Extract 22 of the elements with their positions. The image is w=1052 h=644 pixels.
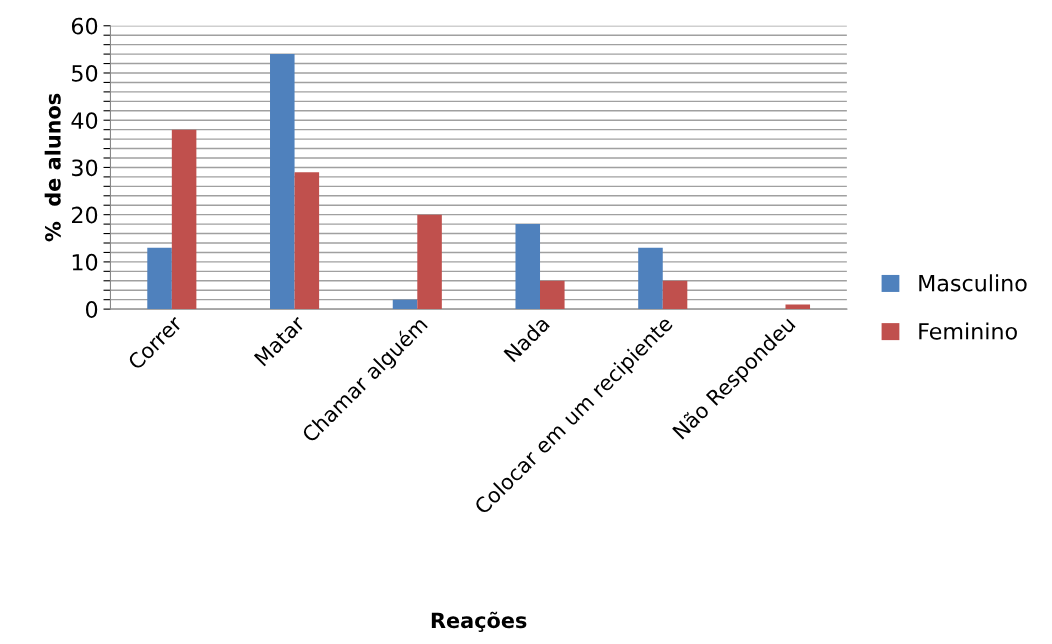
bar [515, 224, 541, 310]
legend-label: Masculino [919, 274, 1027, 292]
bar [294, 172, 320, 310]
legend-label: Feminino [919, 322, 1017, 340]
bar [540, 280, 565, 310]
bar [147, 247, 172, 310]
y-tick-label: 60 [71, 17, 98, 35]
y-tick-label: 20 [72, 206, 98, 224]
y-tick-label: 30 [72, 159, 98, 177]
bar [171, 129, 197, 310]
bar [270, 54, 295, 310]
bar [417, 214, 442, 310]
y-tick-label: 10 [72, 253, 98, 271]
y-tick-label: 50 [72, 64, 98, 82]
bar [785, 304, 811, 310]
bar [662, 280, 688, 310]
y-tick-label: 40 [71, 112, 98, 129]
y-axis-title: % de alunos [44, 93, 61, 242]
bar [392, 299, 418, 310]
bar [638, 247, 663, 310]
x-axis-title: Reações [431, 611, 527, 632]
y-tick-label: 0 [85, 301, 98, 318]
